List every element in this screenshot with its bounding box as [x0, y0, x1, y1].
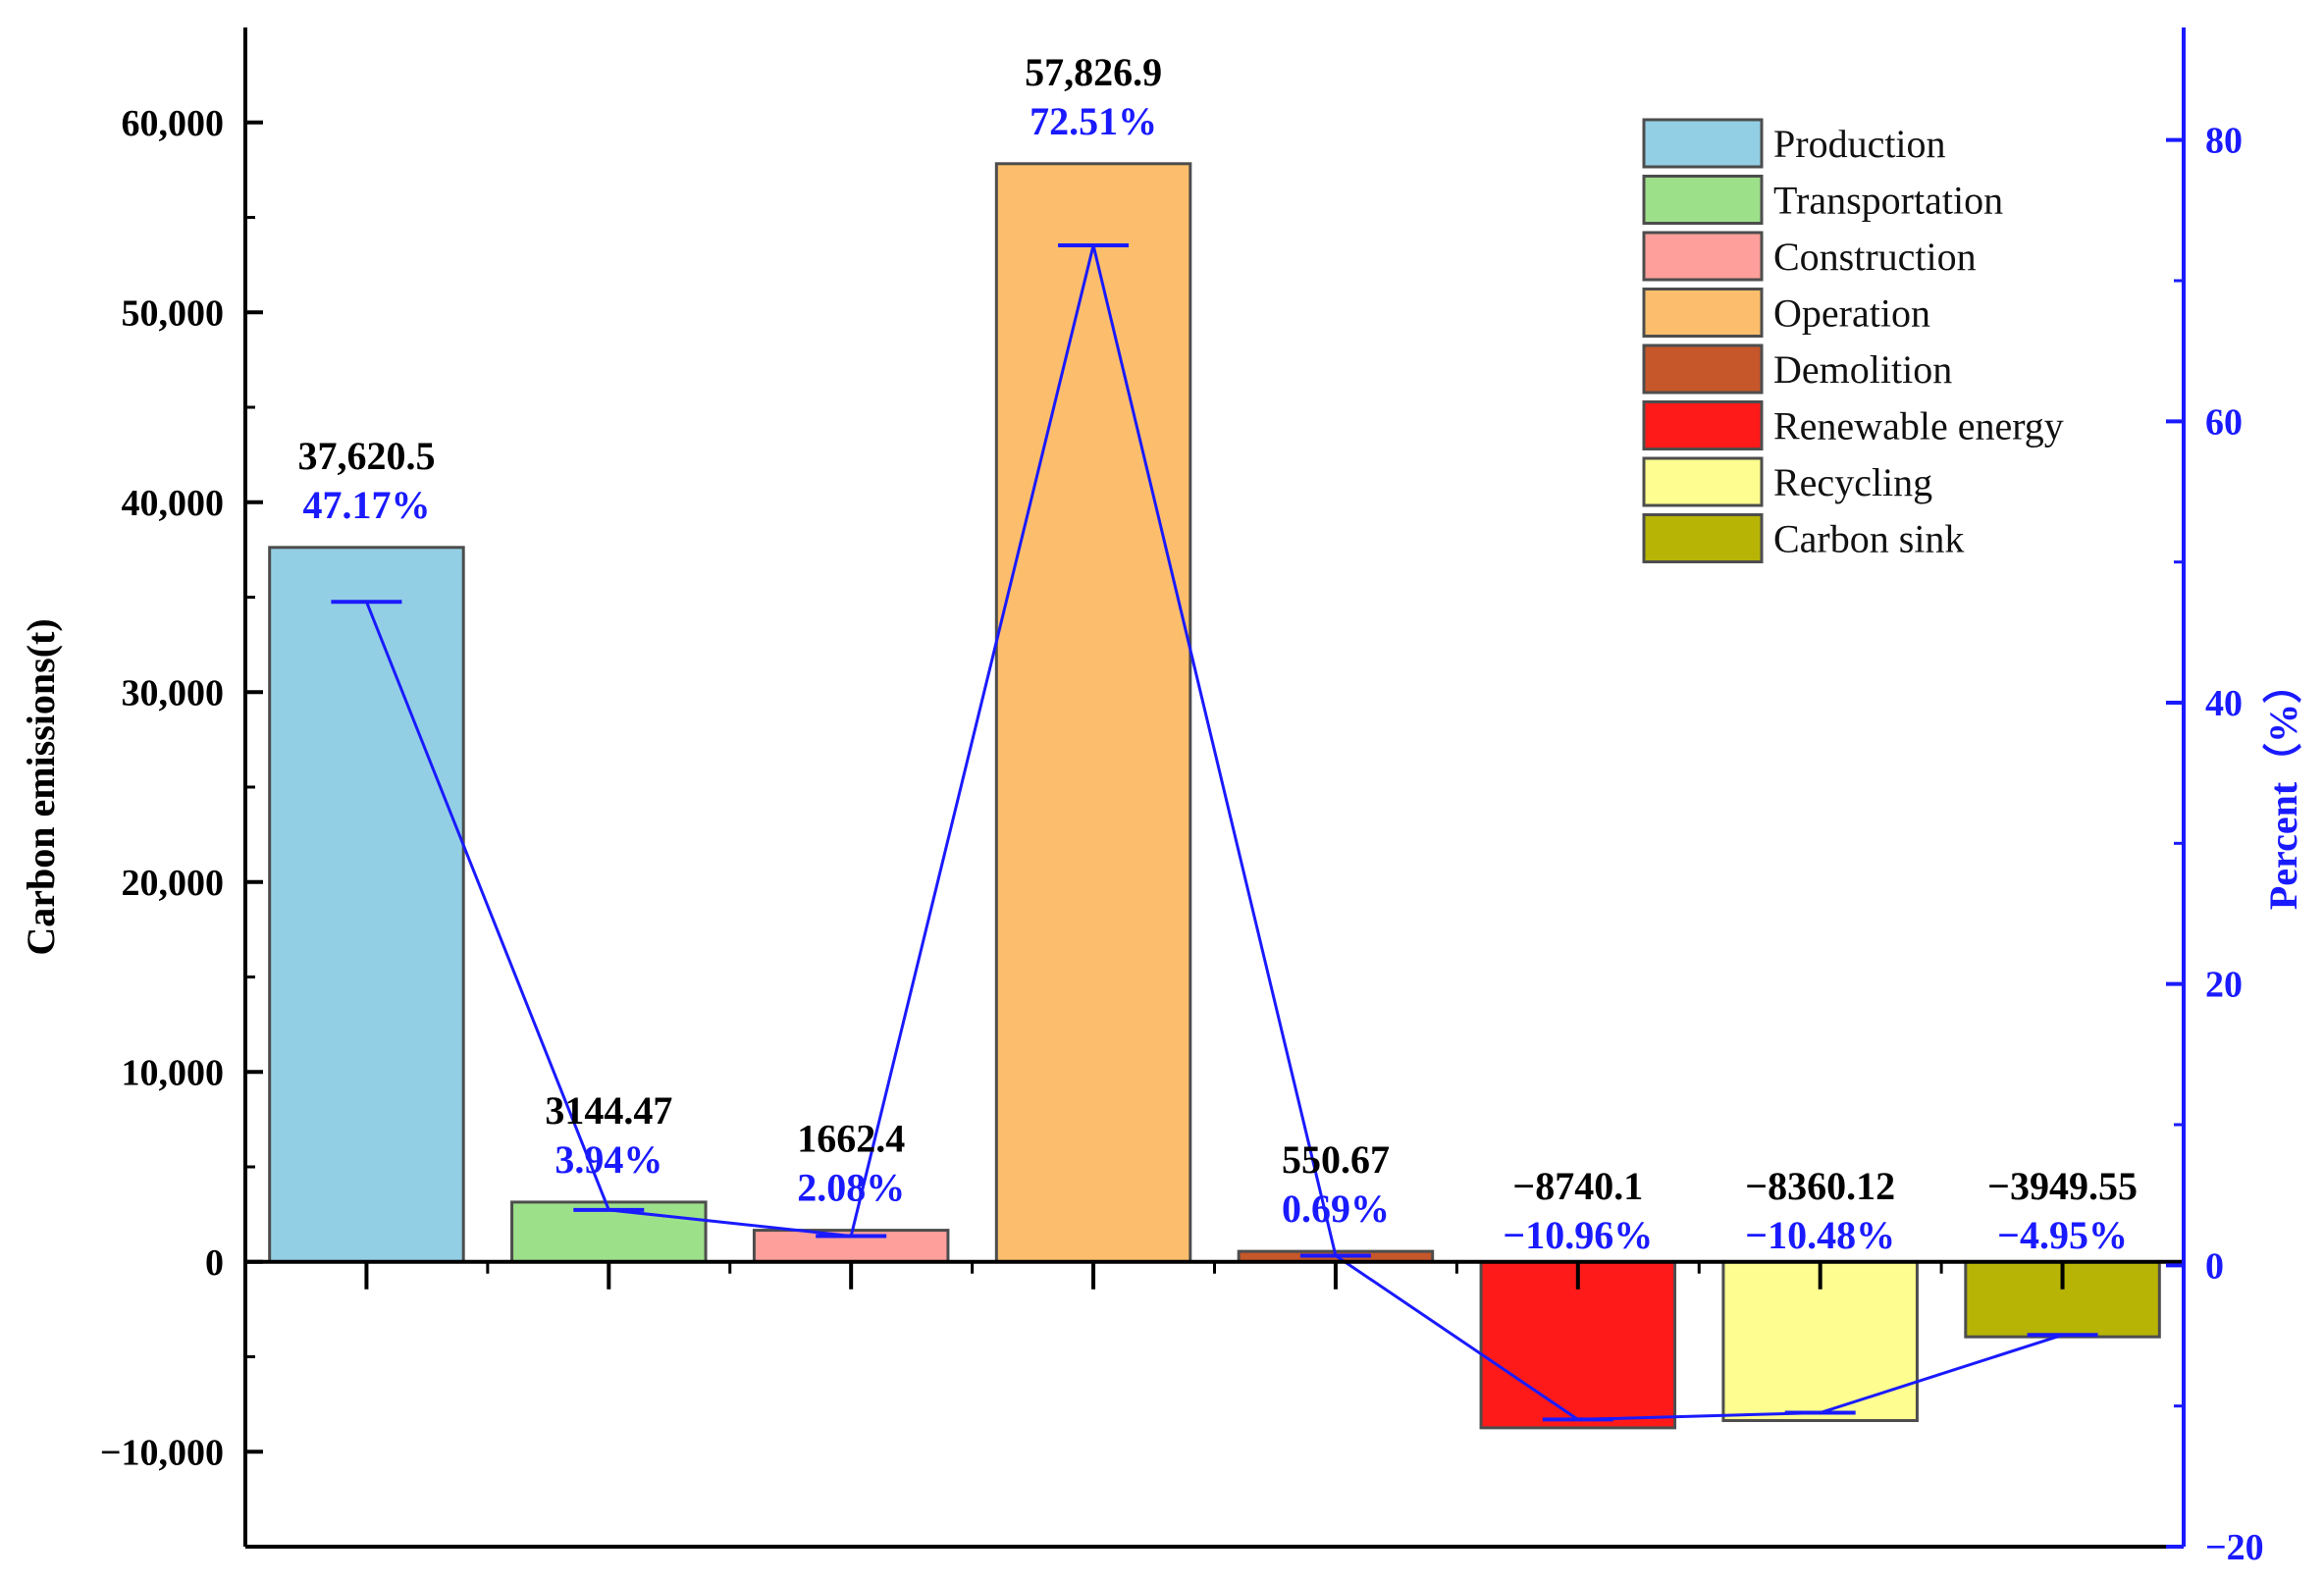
bar-1 [510, 1200, 708, 1264]
y2-tick-label-2: 20 [2205, 965, 2243, 1006]
y2-tick-label-5: 80 [2205, 121, 2243, 162]
legend-label-0: Production [1773, 122, 1946, 166]
percent-label-5: −10.96% [1503, 1213, 1653, 1257]
legend-swatch-1 [1642, 175, 1764, 225]
percent-label-0: 47.17% [302, 483, 430, 527]
bar-3 [994, 162, 1192, 1264]
legend-swatch-4 [1642, 343, 1764, 395]
legend-label-6: Recycling [1773, 460, 1932, 504]
percent-label-3: 72.51% [1030, 99, 1157, 143]
legend-swatch-0 [1642, 118, 1764, 169]
value-label-3: 57,826.9 [1025, 50, 1162, 94]
legend-label-5: Renewable energy [1773, 404, 2064, 448]
y2-axis-title: Percent（%） [2261, 664, 2305, 910]
bar-0 [268, 546, 465, 1264]
percent-polyline [365, 244, 2064, 1421]
percent-label-1: 3.94% [555, 1137, 662, 1182]
percent-line [331, 243, 2098, 1422]
y2-tick-label-0: −20 [2205, 1527, 2264, 1568]
percent-label-6: −10.48% [1745, 1213, 1895, 1257]
legend-swatch-3 [1642, 288, 1764, 338]
legend-label-4: Demolition [1773, 347, 1952, 392]
y2-tick-label-4: 60 [2205, 401, 2243, 443]
y-tick-label-7: 60,000 [122, 103, 225, 144]
value-label-7: −3949.55 [1987, 1164, 2138, 1208]
y2-tick-label-1: 0 [2205, 1245, 2224, 1287]
y-tick-label-2: 10,000 [122, 1052, 225, 1093]
legend-swatch-5 [1642, 400, 1764, 450]
value-label-2: 1662.4 [797, 1117, 905, 1161]
value-label-0: 37,620.5 [297, 434, 435, 478]
y2-tick-label-3: 40 [2205, 683, 2243, 724]
y-tick-label-0: −10,000 [100, 1432, 224, 1473]
legend-label-2: Construction [1773, 235, 1977, 279]
percent-label-4: 0.69% [1282, 1186, 1390, 1231]
value-label-1: 3144.47 [545, 1088, 672, 1133]
data-labels: 37,620.5 47.17% 3144.473.94% 1662.4 2.08% 57,… [297, 50, 2138, 1257]
legend-label-7: Carbon sink [1773, 517, 1964, 561]
y-axis-title: Carbon emissions(t) [19, 618, 63, 955]
legend-label-1: Transportation [1773, 179, 2003, 223]
value-label-5: −8740.1 [1512, 1164, 1643, 1208]
y-tick-label-3: 20,000 [122, 863, 225, 904]
y-tick-label-4: 30,000 [122, 672, 225, 713]
bar-5 [1479, 1260, 1677, 1430]
bars [268, 162, 2161, 1430]
percent-label-2: 2.08% [797, 1166, 905, 1210]
percent-label-7: −4.95% [1997, 1213, 2128, 1257]
legend-swatch-2 [1642, 231, 1764, 282]
y-tick-label-5: 40,000 [122, 483, 225, 524]
y-tick-label-6: 50,000 [122, 292, 225, 334]
legend-label-3: Operation [1773, 291, 1930, 336]
value-label-4: 550.67 [1282, 1137, 1390, 1182]
legend: Production Transportation Construction Oper… [1642, 118, 2064, 563]
legend-swatch-6 [1642, 456, 1764, 507]
legend-swatch-7 [1642, 513, 1764, 563]
y-tick-label-1: 0 [205, 1242, 224, 1284]
axes: −10,000 0 10,000 20,000 30,000 40,000 50,000 60… [100, 27, 2264, 1568]
value-label-6: −8360.12 [1745, 1164, 1895, 1208]
